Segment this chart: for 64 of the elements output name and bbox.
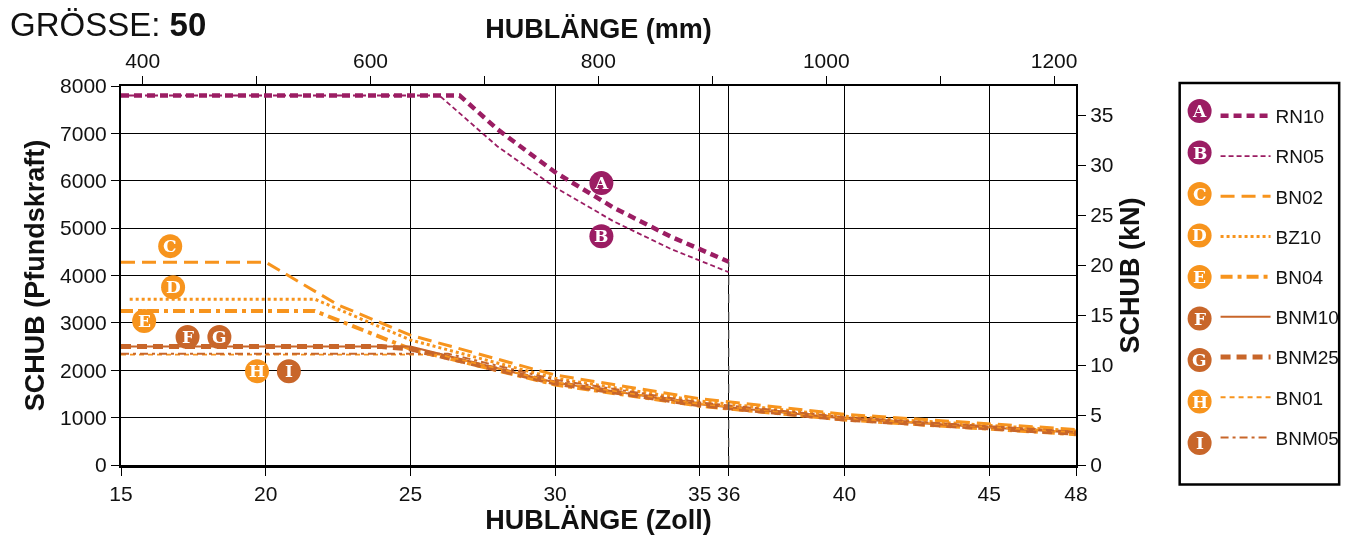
annotation: I bbox=[285, 361, 293, 381]
x2-axis-title: HUBLÄNGE (mm) bbox=[485, 14, 712, 45]
legend-label: BN04 bbox=[1275, 267, 1324, 289]
y-tick-label: 8000 bbox=[60, 74, 107, 98]
text: E bbox=[1193, 267, 1206, 287]
y2-tick-label: 10 bbox=[1090, 353, 1114, 377]
annotation: H bbox=[249, 361, 266, 381]
text: A bbox=[1192, 101, 1207, 121]
y2-tick-label: 30 bbox=[1090, 153, 1114, 177]
x-tick-label: 48 bbox=[1064, 482, 1088, 506]
legend-label: BNM25 bbox=[1275, 347, 1339, 369]
y-tick-label: 4000 bbox=[60, 263, 107, 287]
y-tick-label: 3000 bbox=[60, 311, 107, 335]
y2-tick-label: 35 bbox=[1090, 103, 1114, 127]
text: D bbox=[1192, 225, 1207, 245]
y-axis-title: SCHUB (Pfundskraft) bbox=[19, 139, 50, 412]
annotation: D bbox=[166, 277, 181, 297]
x-tick-label: 36 bbox=[717, 482, 741, 506]
annotation: F bbox=[182, 327, 195, 347]
x-tick-label: 15 bbox=[109, 482, 133, 506]
annotation: G bbox=[212, 327, 227, 347]
x-tick-label: 35 bbox=[688, 482, 712, 506]
legend-label: BZ10 bbox=[1275, 226, 1321, 248]
y2-tick-label: 20 bbox=[1090, 253, 1114, 277]
annotation: E bbox=[138, 311, 151, 331]
legend-label: BN01 bbox=[1275, 387, 1324, 409]
legend-label: BN02 bbox=[1275, 186, 1324, 208]
legend-label: BNM05 bbox=[1275, 427, 1339, 449]
text: B bbox=[1193, 143, 1208, 163]
x-tick-label: 30 bbox=[543, 482, 567, 506]
y-tick-label: 2000 bbox=[60, 358, 107, 382]
chart-subtitle: 50 bbox=[169, 6, 207, 43]
x-tick-label: 40 bbox=[832, 482, 857, 506]
x-tick-label: 25 bbox=[398, 482, 423, 506]
y2-tick-label: 15 bbox=[1090, 303, 1114, 327]
legend-label: BNM10 bbox=[1275, 307, 1339, 329]
x2-tick-label: 600 bbox=[353, 48, 389, 72]
chart-title: GRÖSSE: bbox=[10, 6, 161, 43]
x2-tick-label: 1200 bbox=[1030, 48, 1078, 72]
y-tick-label: 1000 bbox=[60, 405, 107, 429]
x-axis-title: HUBLÄNGE (Zoll) bbox=[485, 505, 712, 536]
y-tick-label: 0 bbox=[95, 453, 107, 477]
y2-tick-label: 0 bbox=[1090, 453, 1102, 477]
text: I bbox=[1196, 433, 1204, 453]
y-tick-label: 7000 bbox=[60, 121, 107, 145]
y2-axis-title: SCHUB (kN) bbox=[1115, 197, 1146, 354]
text: G bbox=[1192, 350, 1207, 370]
text: H bbox=[1192, 392, 1209, 412]
y2-tick-label: 5 bbox=[1090, 403, 1102, 427]
text: F bbox=[1194, 309, 1207, 329]
legend-label: RN10 bbox=[1275, 106, 1325, 128]
annotation: C bbox=[163, 236, 177, 256]
annotation: B bbox=[594, 226, 609, 246]
annotation: A bbox=[594, 173, 609, 193]
x2-tick-label: 1000 bbox=[802, 48, 850, 72]
x2-tick-label: 400 bbox=[125, 48, 161, 72]
x-tick-label: 45 bbox=[977, 482, 1001, 506]
y-tick-label: 5000 bbox=[60, 216, 107, 240]
text: C bbox=[1193, 184, 1207, 204]
y-tick-label: 6000 bbox=[60, 169, 107, 193]
x2-tick-label: 800 bbox=[580, 48, 616, 72]
x-tick-label: 20 bbox=[254, 482, 278, 506]
legend-label: RN05 bbox=[1275, 146, 1325, 168]
y2-tick-label: 25 bbox=[1090, 203, 1114, 227]
